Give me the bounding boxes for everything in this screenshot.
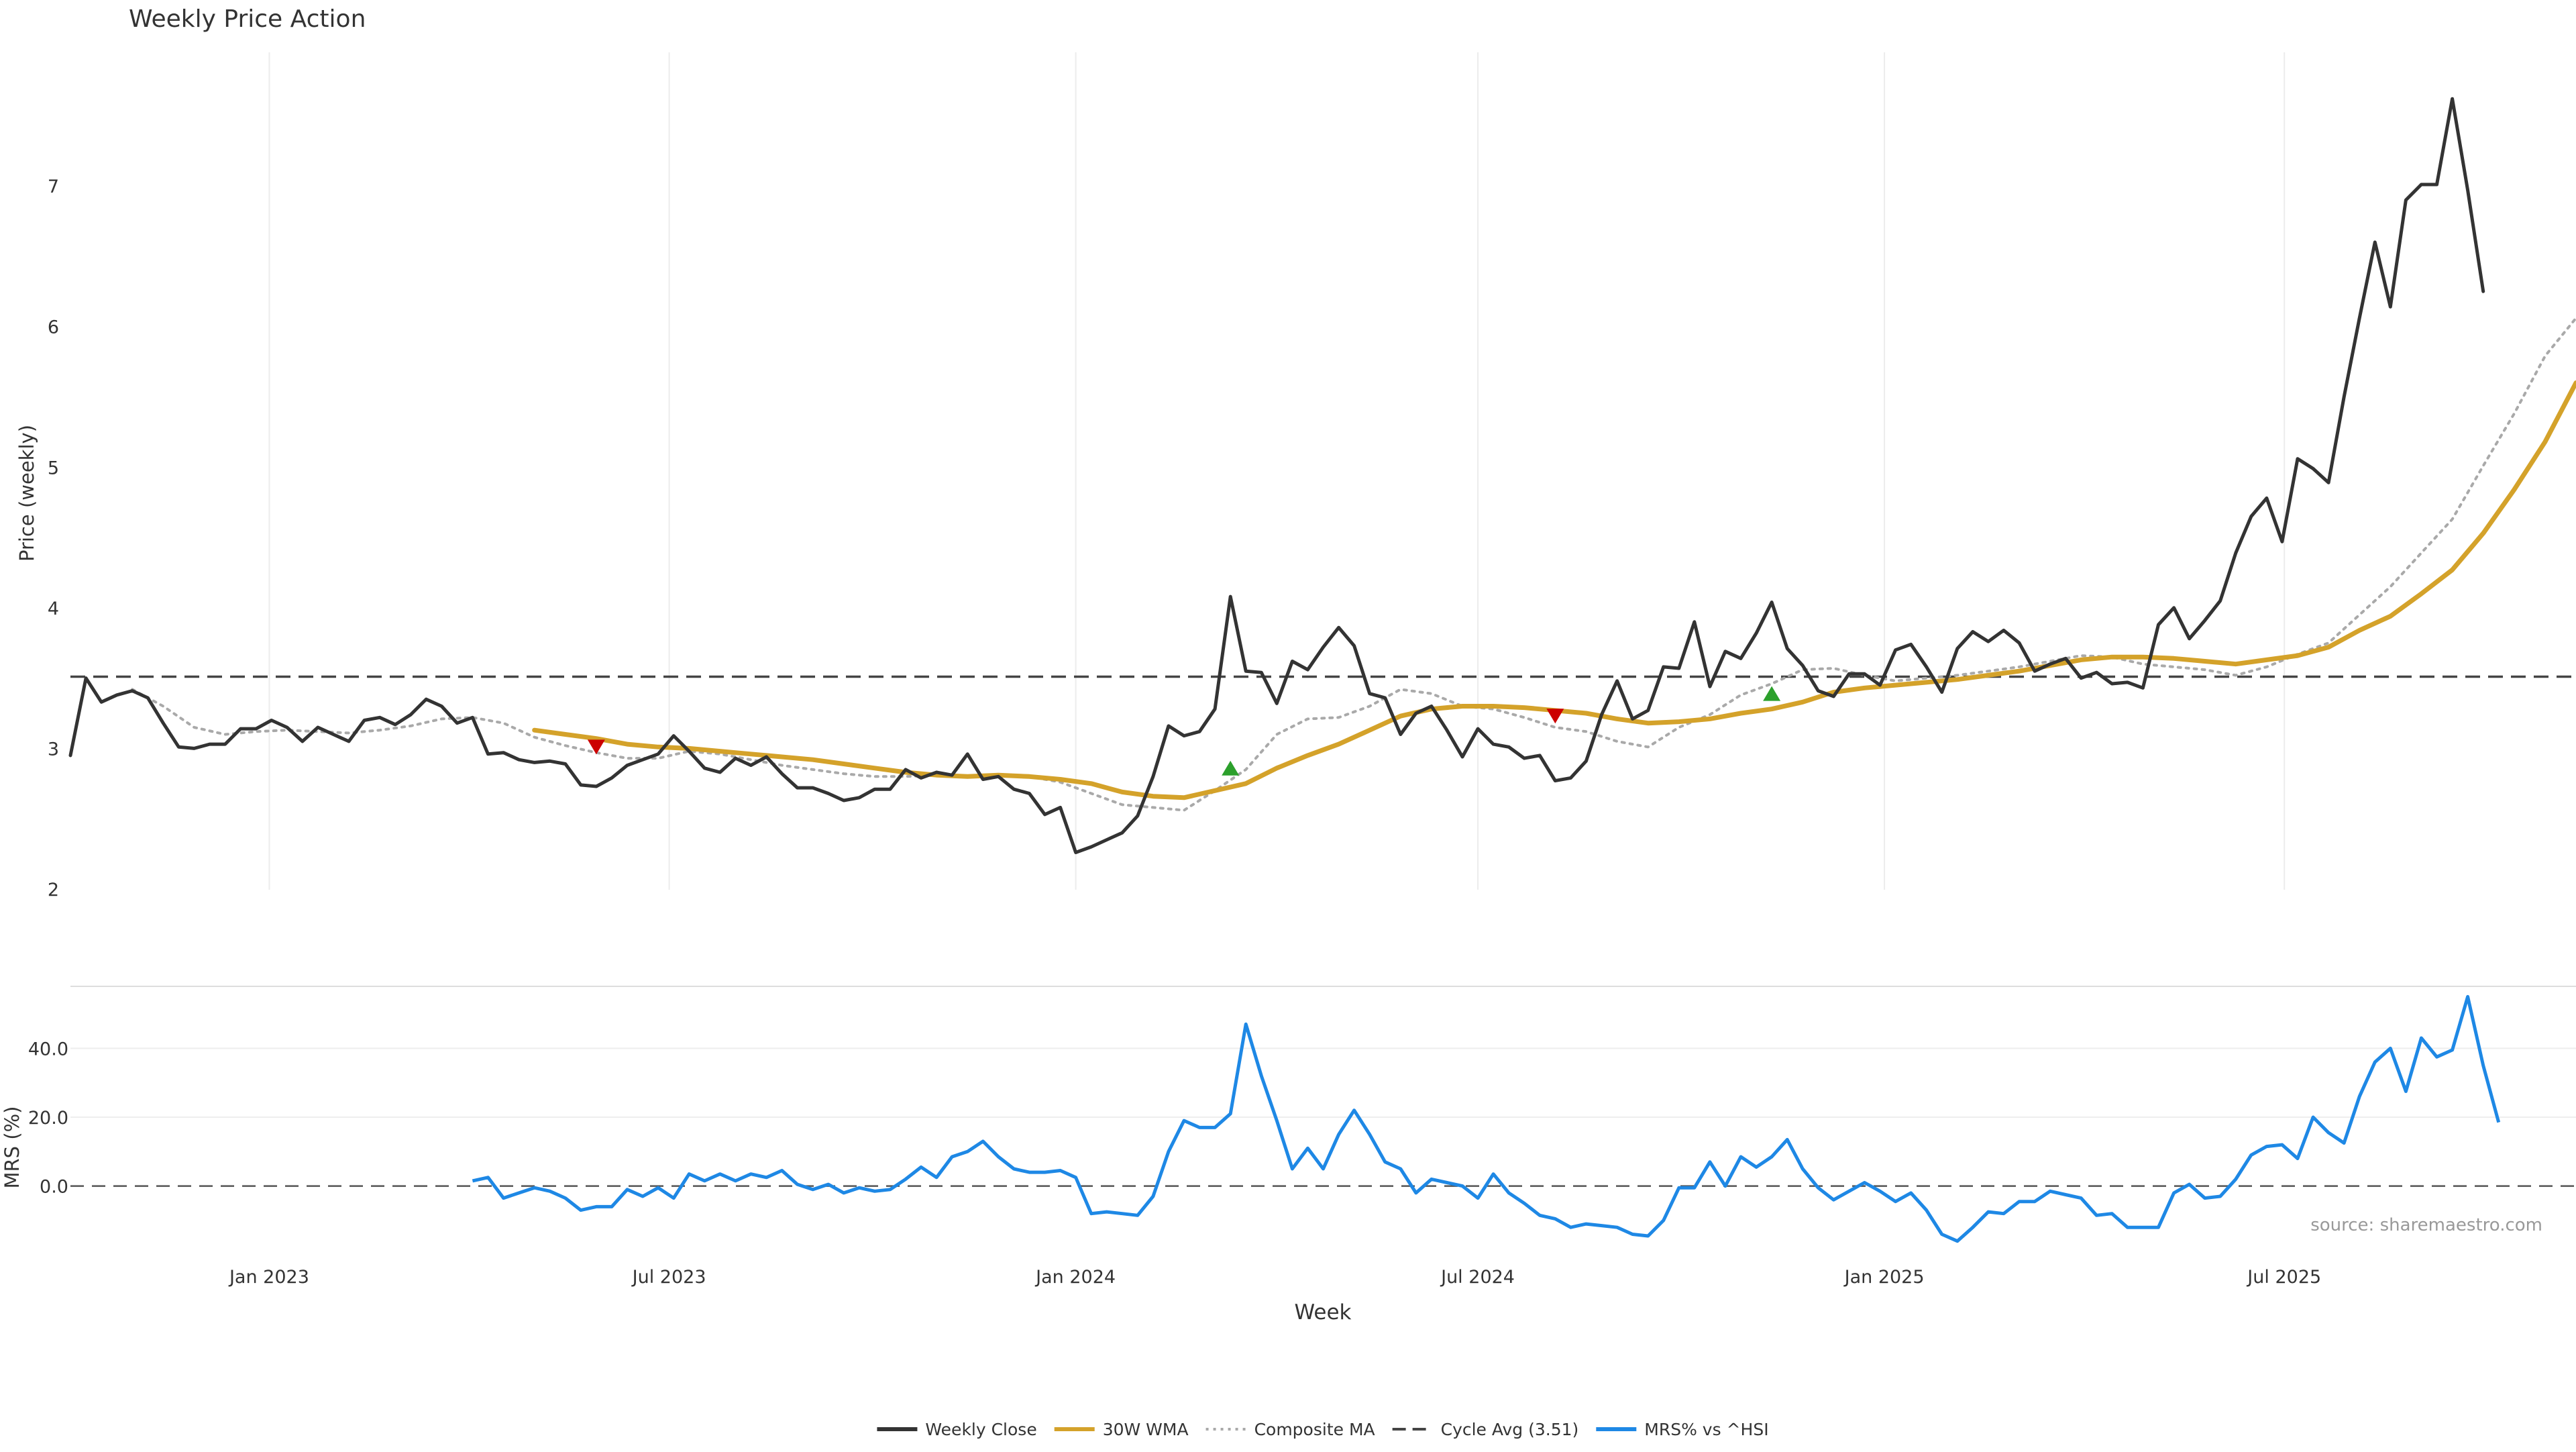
price-ytick-label: 5 bbox=[48, 458, 59, 478]
series-layer bbox=[68, 97, 2576, 1243]
price-ytick-label: 2 bbox=[48, 880, 59, 900]
price-ytick-label: 7 bbox=[48, 176, 59, 197]
series-composite-ma bbox=[131, 317, 2576, 812]
x-tick-label: Jan 2025 bbox=[1843, 1267, 1925, 1288]
x-axis-label: Week bbox=[1295, 1300, 1352, 1325]
x-tick-label: Jan 2024 bbox=[1034, 1267, 1116, 1288]
price-ytick-label: 3 bbox=[48, 739, 59, 760]
series-mrs bbox=[472, 994, 2501, 1243]
reference-lines bbox=[70, 675, 2576, 1187]
signal-sell-marker bbox=[1546, 709, 1564, 724]
price-axis-label: Price (weekly) bbox=[15, 425, 38, 562]
mrs-ytick-label: 0.0 bbox=[40, 1177, 68, 1198]
grid-layer bbox=[70, 52, 2576, 1118]
legend-label: 30W WMA bbox=[1103, 1420, 1189, 1439]
x-tick-label: Jan 2023 bbox=[228, 1267, 309, 1288]
chart-title: Weekly Price Action bbox=[129, 5, 366, 33]
legend-label: MRS% vs ^HSI bbox=[1644, 1420, 1768, 1439]
signal-markers bbox=[587, 686, 1781, 776]
x-tick-label: Jul 2024 bbox=[1440, 1267, 1515, 1288]
legend-label: Weekly Close bbox=[925, 1420, 1036, 1439]
legend-label: Composite MA bbox=[1254, 1420, 1375, 1439]
mrs-ytick-label: 20.0 bbox=[28, 1108, 68, 1129]
signal-buy-marker bbox=[1222, 760, 1240, 776]
series-weekly-close bbox=[68, 97, 2485, 854]
mrs-axis-label: MRS (%) bbox=[1, 1106, 23, 1189]
price-ytick-label: 6 bbox=[48, 317, 59, 338]
legend-label: Cycle Avg (3.51) bbox=[1441, 1420, 1579, 1439]
legend: Weekly Close 30W WMA Composite MA Cycle Avg… bbox=[877, 1420, 1769, 1439]
mrs-ytick-label: 40.0 bbox=[28, 1039, 68, 1059]
x-tick-label: Jul 2025 bbox=[2246, 1267, 2321, 1288]
series-30w-wma bbox=[532, 380, 2576, 800]
x-tick-label: Jul 2023 bbox=[631, 1267, 706, 1288]
axes-layer: 2 3 4 5 6 7 0.0 20.0 40.0 Jan 2023 Jul 2023 Jan 202… bbox=[28, 176, 2321, 1288]
source-note: source: sharemaestro.com bbox=[2310, 1215, 2542, 1235]
signal-sell-marker bbox=[587, 739, 605, 755]
signal-buy-marker bbox=[1763, 686, 1781, 701]
price-ytick-label: 4 bbox=[48, 599, 59, 619]
